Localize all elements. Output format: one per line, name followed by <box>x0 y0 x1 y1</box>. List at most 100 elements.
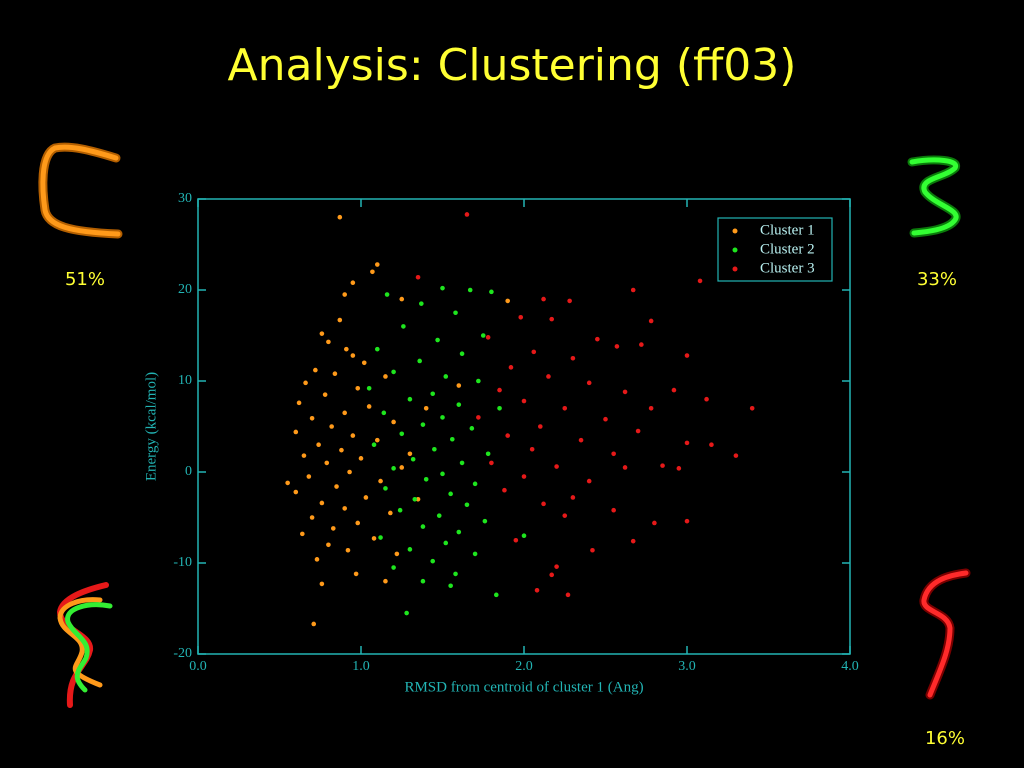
y-tick-label: 0 <box>185 464 192 479</box>
point <box>459 351 465 357</box>
legend-label: Cluster 2 <box>760 241 815 257</box>
point <box>630 538 636 544</box>
point <box>586 380 592 386</box>
annotation: 51% <box>65 269 105 290</box>
point <box>622 465 628 470</box>
point <box>614 344 620 349</box>
point <box>508 365 514 370</box>
point <box>285 480 290 486</box>
point <box>521 533 527 538</box>
legend-marker <box>732 228 738 234</box>
point <box>432 446 437 452</box>
point <box>671 387 677 393</box>
point <box>513 537 519 543</box>
point <box>472 551 478 557</box>
point <box>388 510 393 516</box>
point <box>430 391 436 397</box>
x-tick-label: 1.0 <box>352 659 370 674</box>
point <box>436 513 442 518</box>
x-axis-label: RMSD from centroid of cluster 1 (Ang) <box>404 679 643 695</box>
point <box>394 551 400 557</box>
point <box>497 406 502 411</box>
point <box>407 451 413 457</box>
point <box>435 337 440 343</box>
point <box>420 422 426 427</box>
point <box>684 518 690 524</box>
point <box>482 518 488 524</box>
point <box>489 289 494 295</box>
point <box>311 621 317 627</box>
point <box>296 400 302 406</box>
point <box>448 491 453 497</box>
point <box>684 440 690 446</box>
structure-cluster-1 <box>38 142 123 239</box>
point <box>505 433 511 438</box>
point <box>415 274 421 280</box>
point <box>518 315 524 320</box>
point <box>534 588 540 593</box>
point <box>397 507 403 513</box>
point <box>361 360 367 366</box>
point <box>521 474 527 479</box>
point <box>565 592 571 598</box>
point <box>344 346 349 352</box>
point <box>329 424 334 429</box>
point <box>676 466 682 471</box>
point <box>319 500 325 506</box>
point <box>570 355 576 361</box>
y-axis-label: Energy (kcal/mol) <box>143 372 159 481</box>
point <box>342 506 348 511</box>
point <box>567 298 572 304</box>
point <box>493 592 499 598</box>
point <box>391 466 396 471</box>
point <box>541 296 546 302</box>
point <box>366 404 372 409</box>
point <box>611 451 616 457</box>
point <box>697 278 703 284</box>
point <box>622 389 628 395</box>
point <box>293 429 299 435</box>
point <box>472 481 478 487</box>
point <box>529 446 535 452</box>
point <box>355 520 361 526</box>
point <box>412 497 418 502</box>
chart: 0.0 1.0 2.0 3.0 4.0 -20 -10 0 10 20 30 RMSD from ce… <box>143 191 858 695</box>
point <box>467 287 473 293</box>
point <box>363 495 369 500</box>
slide-title: Analysis: Clustering (ff03) <box>228 40 797 91</box>
point <box>464 212 470 217</box>
legend-label: Cluster 3 <box>760 260 815 276</box>
point <box>339 447 344 453</box>
structure-cluster-3 <box>919 568 971 700</box>
point <box>570 495 576 500</box>
point <box>603 416 608 422</box>
x-tick-label: 0.0 <box>189 659 207 674</box>
legend-marker <box>732 247 738 253</box>
point <box>448 583 453 589</box>
y-tick-label: 20 <box>178 282 192 297</box>
x-tick-label: 3.0 <box>678 659 696 674</box>
point <box>562 406 568 411</box>
annotation: 33% <box>917 269 957 290</box>
point <box>453 571 458 577</box>
point <box>733 453 739 458</box>
point <box>378 478 383 484</box>
point <box>502 487 507 493</box>
y-tick-label: 30 <box>178 191 192 206</box>
point <box>383 578 388 584</box>
point <box>350 353 356 358</box>
point <box>332 371 338 377</box>
point <box>578 437 584 443</box>
structure-overlay <box>56 582 113 708</box>
point <box>300 531 305 537</box>
point <box>704 396 709 402</box>
point <box>350 280 356 286</box>
point <box>549 316 555 322</box>
point <box>407 547 413 552</box>
point <box>630 287 636 293</box>
point <box>440 285 445 291</box>
point <box>326 339 331 345</box>
point <box>456 402 462 407</box>
point <box>531 349 537 355</box>
point <box>440 471 445 477</box>
